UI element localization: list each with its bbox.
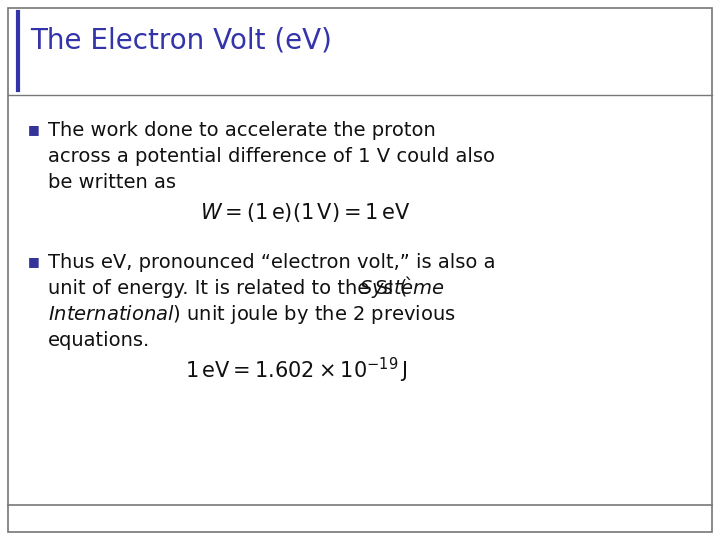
Text: $\mathit{W}$$\mathregular{ = (1\,e)(1\,V) = 1\,eV}$: $\mathit{W}$$\mathregular{ = (1\,e)(1\,V… [200, 200, 410, 224]
Text: $\mathregular{1\,eV = 1.602 \times 10^{-19}\,J}$: $\mathregular{1\,eV = 1.602 \times 10^{-… [185, 355, 408, 384]
Text: be written as: be written as [48, 172, 176, 192]
Text: ■: ■ [28, 124, 40, 137]
Text: $\mathit{International}$) unit joule by the 2 previous: $\mathit{International}$) unit joule by … [48, 302, 456, 326]
Text: equations.: equations. [48, 330, 150, 349]
Text: The Electron Volt (eV): The Electron Volt (eV) [30, 26, 332, 54]
Text: unit of energy. It is related to the SI (: unit of energy. It is related to the SI … [48, 279, 408, 298]
Text: $\mathit{Syst\grave{e}me}$: $\mathit{Syst\grave{e}me}$ [359, 275, 445, 301]
Text: The work done to accelerate the proton: The work done to accelerate the proton [48, 120, 436, 139]
Text: across a potential difference of 1 V could also: across a potential difference of 1 V cou… [48, 146, 495, 165]
Text: ■: ■ [28, 255, 40, 268]
Text: Thus eV, pronounced “electron volt,” is also a: Thus eV, pronounced “electron volt,” is … [48, 253, 495, 272]
